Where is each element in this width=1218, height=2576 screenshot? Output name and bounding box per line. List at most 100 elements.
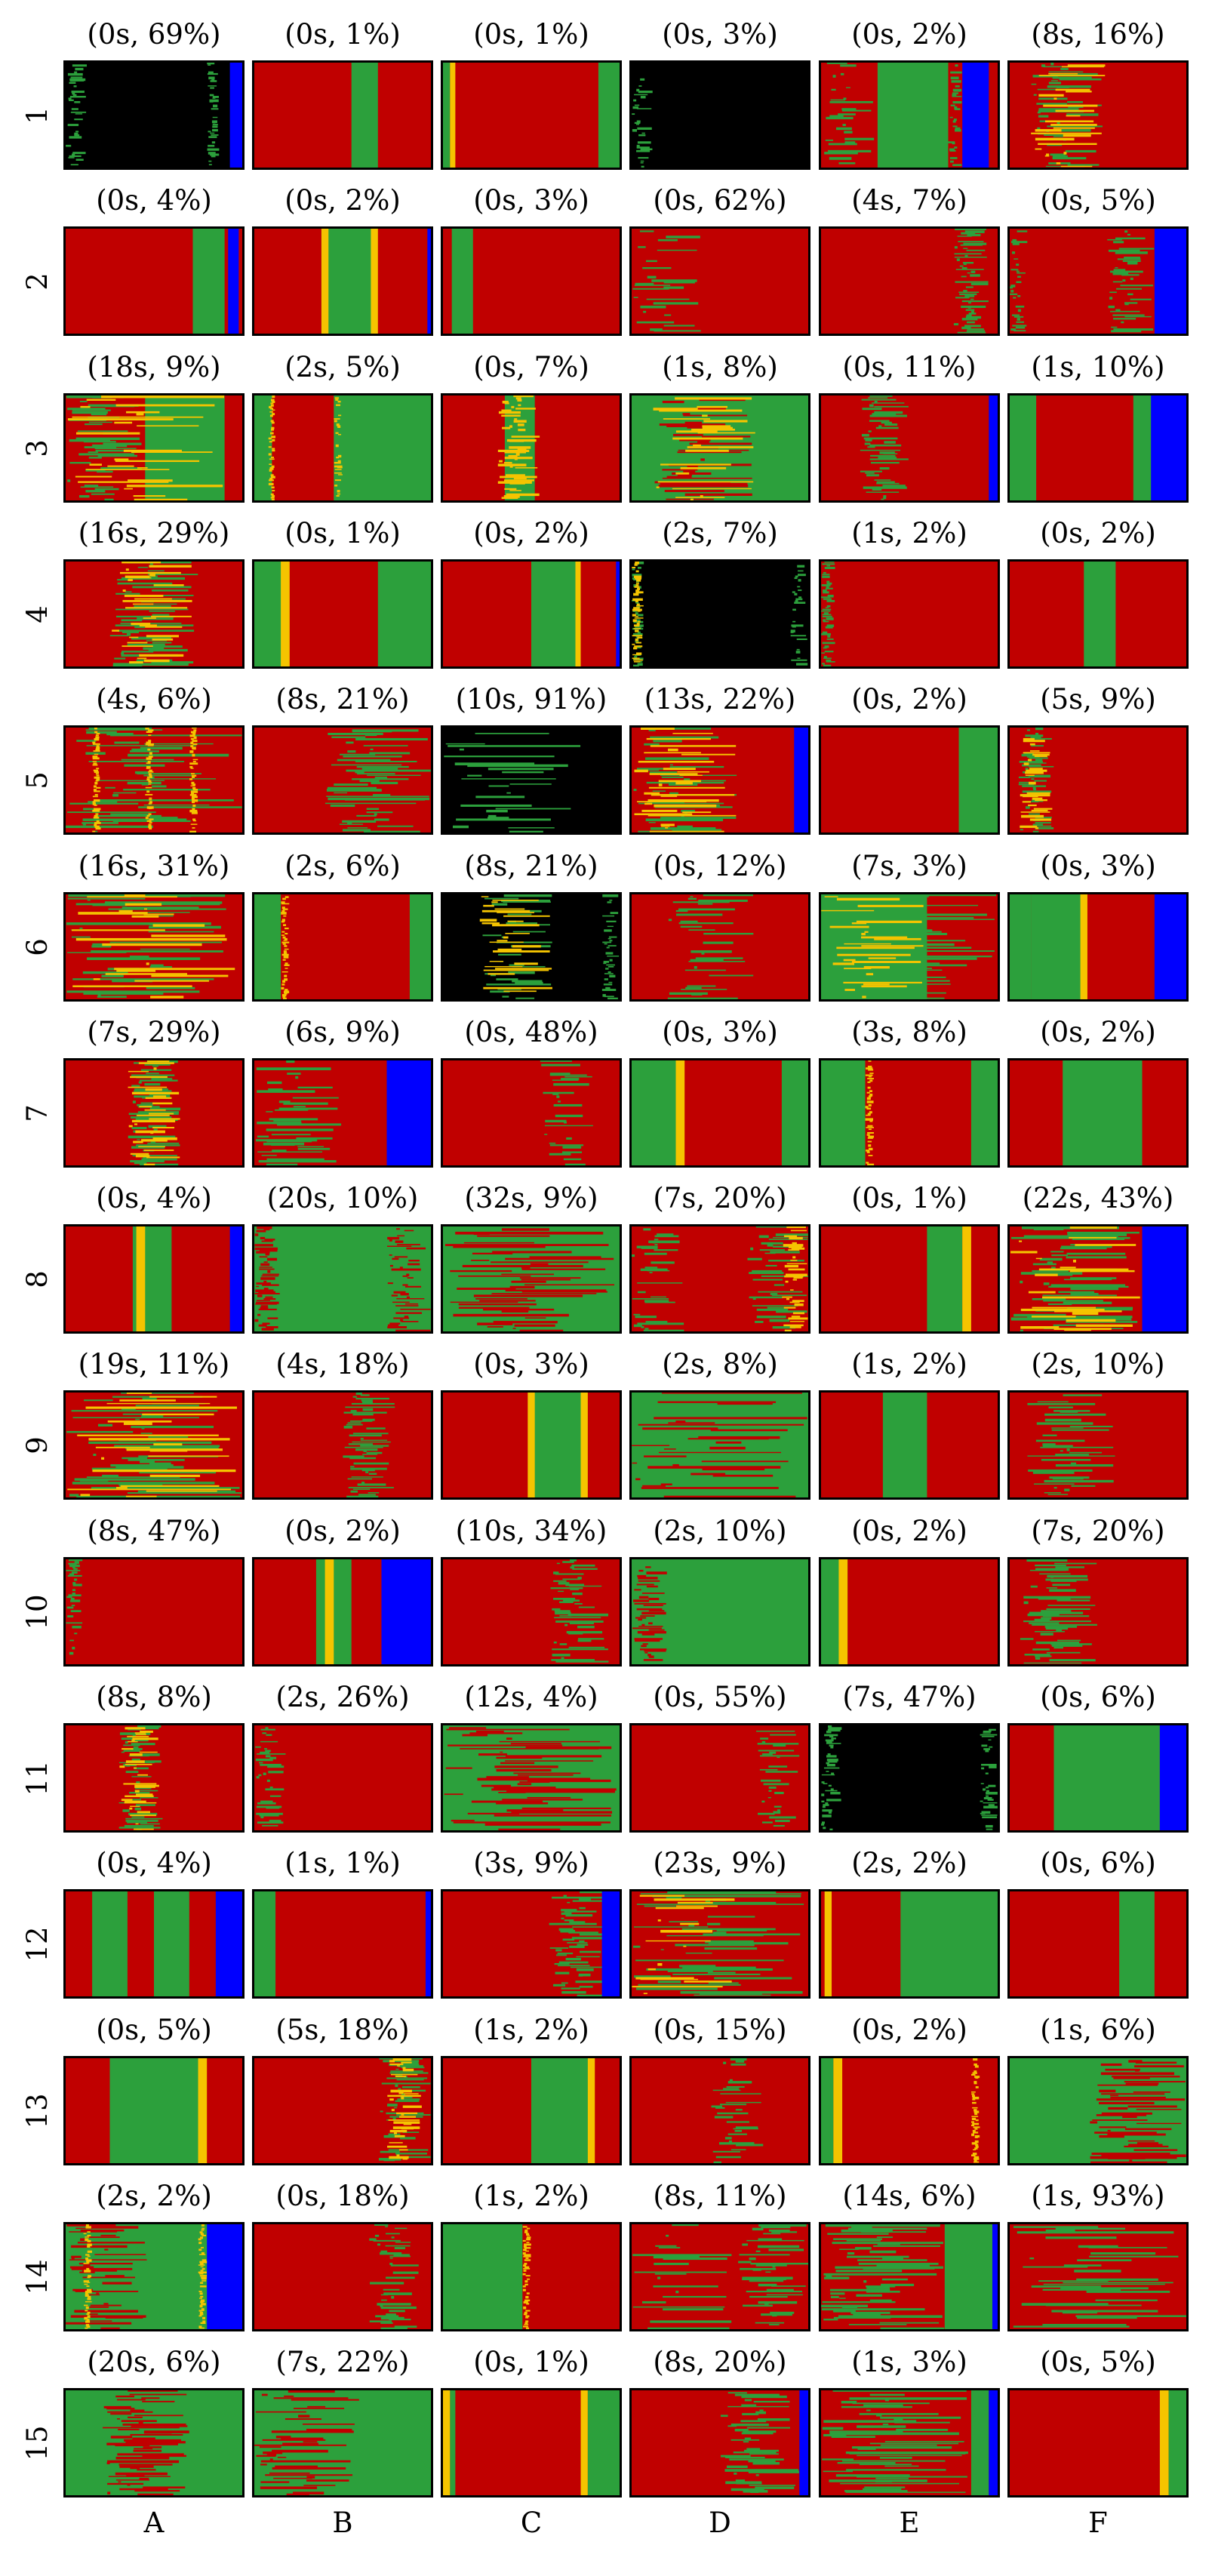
streak-yellow	[338, 433, 342, 435]
panel-canvas	[720, 2390, 808, 2495]
streak-green	[826, 617, 834, 620]
panel-canvas	[324, 729, 431, 833]
streak-green	[1067, 1231, 1140, 1234]
streak-green	[255, 1759, 273, 1762]
streak-green	[775, 1820, 790, 1823]
streak-yellow	[149, 1396, 217, 1398]
streak-yellow	[865, 1074, 873, 1076]
streak-yellow	[1056, 162, 1061, 165]
streak-green	[632, 568, 635, 571]
streak-green	[798, 574, 806, 577]
heatmap-panel	[1007, 60, 1189, 170]
streak-green	[1010, 241, 1028, 244]
streak-red	[83, 2264, 91, 2267]
streak-yellow	[647, 799, 719, 802]
streak-green	[967, 307, 971, 309]
streak-red	[106, 2461, 110, 2464]
streak-yellow	[514, 418, 518, 420]
streak-red	[298, 2414, 310, 2418]
streak-green	[986, 1790, 989, 1793]
streak-green	[967, 328, 984, 331]
streak-red	[638, 1577, 658, 1580]
streak-red	[261, 1240, 273, 1242]
panel-canvas	[882, 1393, 927, 1497]
band-red	[821, 1891, 901, 1996]
heatmap-panel	[1007, 2388, 1189, 2498]
streak-green	[604, 929, 612, 932]
streak-green	[88, 404, 139, 407]
streak-green	[78, 495, 90, 498]
streak-green	[750, 2262, 808, 2265]
streak-green	[211, 78, 215, 82]
streak-red	[501, 1228, 549, 1231]
streak-green	[1118, 248, 1155, 250]
streak-green	[134, 1090, 172, 1092]
streak-green	[687, 985, 716, 987]
streak-green	[265, 1750, 271, 1753]
streak-yellow	[85, 2254, 90, 2256]
streak-red	[69, 2231, 118, 2233]
streak-green	[509, 783, 552, 785]
streak-green	[669, 783, 698, 786]
streak-yellow	[632, 598, 643, 602]
streak-green	[872, 413, 897, 416]
streak-yellow	[128, 577, 152, 579]
streak-yellow	[125, 607, 188, 609]
heatmap-panel	[1007, 1889, 1189, 1999]
streak-green	[1036, 1422, 1093, 1425]
streak-red	[284, 2395, 294, 2397]
streak-green	[861, 399, 897, 401]
streak-green	[965, 315, 982, 319]
streak-green	[730, 2149, 746, 2151]
streak-red	[647, 1466, 781, 1469]
streak-green	[755, 2411, 766, 2414]
streak-green	[821, 632, 831, 636]
streak-green	[367, 774, 421, 777]
streak-green	[389, 2257, 393, 2259]
streak-yellow	[271, 498, 275, 500]
heatmap-panel	[1007, 1058, 1189, 1168]
streak-yellow	[134, 1787, 155, 1788]
streak-green	[794, 577, 798, 580]
streak-yellow	[483, 986, 552, 989]
band-green	[1063, 1060, 1143, 1165]
streak-yellow	[644, 792, 660, 795]
streak-green	[823, 1783, 828, 1784]
streak-green	[824, 566, 835, 569]
streak-green	[981, 1735, 995, 1737]
streak-green	[844, 141, 856, 144]
streak-yellow	[635, 591, 644, 594]
streak-red	[104, 2248, 109, 2251]
streak-green	[961, 305, 986, 309]
streak-yellow	[121, 645, 153, 648]
streak-yellow	[974, 2128, 978, 2130]
streak-green	[509, 964, 524, 966]
streak-green	[571, 1564, 595, 1567]
streak-green	[372, 794, 391, 797]
band-blue	[1159, 1725, 1186, 1830]
streak-green	[657, 1980, 681, 1984]
streak-green	[72, 978, 214, 980]
streak-yellow	[973, 2161, 980, 2163]
streak-green	[386, 2276, 415, 2279]
streak-green	[1032, 1623, 1097, 1626]
streak-yellow	[821, 909, 875, 912]
streak-red	[404, 1316, 409, 1318]
streak-yellow	[189, 734, 195, 737]
streak-red	[118, 2464, 173, 2466]
streak-green	[874, 400, 878, 403]
streak-red	[128, 2390, 178, 2392]
streak-yellow	[636, 605, 644, 607]
streak-green	[983, 1788, 986, 1791]
streak-yellow	[524, 2311, 527, 2315]
band-green	[450, 2390, 456, 2495]
streak-yellow	[786, 1226, 806, 1229]
streak-yellow	[972, 2096, 980, 2100]
streak-yellow	[703, 420, 748, 423]
streak-green	[137, 566, 149, 568]
streak-green	[373, 2239, 401, 2242]
band-green	[1010, 395, 1037, 500]
streak-green	[610, 912, 619, 915]
panel-title: (8s, 8%)	[96, 1681, 212, 1713]
heatmap-panel	[629, 892, 810, 1002]
